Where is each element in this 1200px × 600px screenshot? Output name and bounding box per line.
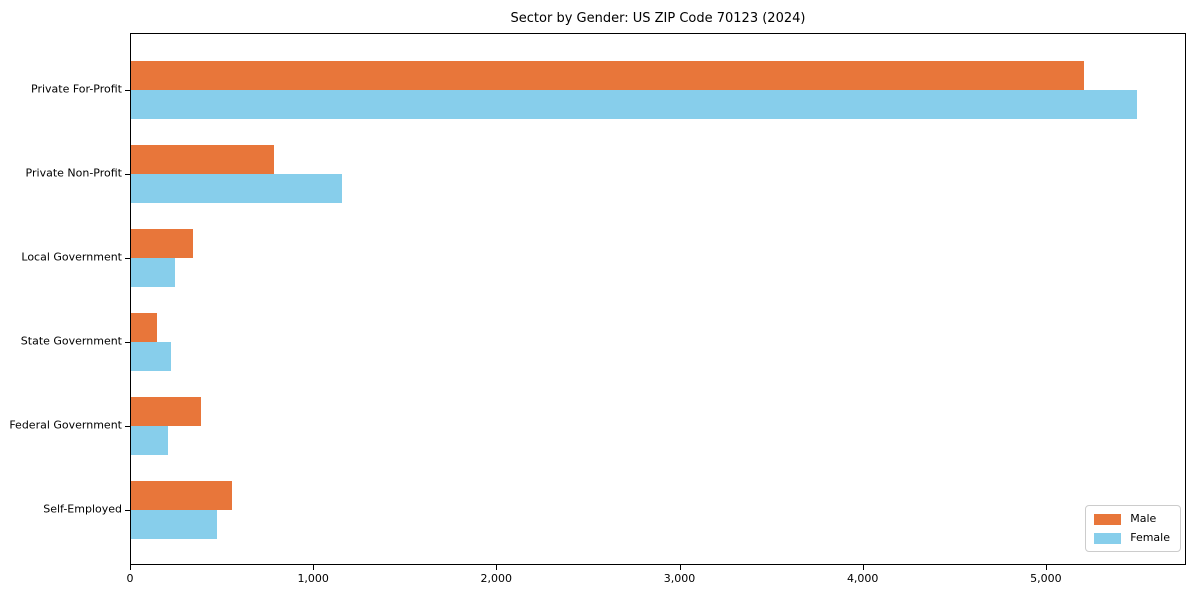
x-tick	[679, 565, 681, 570]
y-tick	[125, 90, 130, 91]
bar-female-federal-government	[131, 426, 168, 455]
bar-male-private-non-profit	[131, 145, 274, 174]
x-tick-label: 1,000	[297, 572, 329, 585]
chart-title: Sector by Gender: US ZIP Code 70123 (202…	[510, 11, 806, 26]
legend-label-female: Female	[1130, 531, 1170, 544]
bar-male-state-government	[131, 313, 157, 342]
legend-label-male: Male	[1130, 512, 1157, 525]
bar-male-private-for-profit	[131, 61, 1084, 90]
y-tick	[125, 510, 130, 511]
x-tick-label: 3,000	[663, 572, 696, 585]
y-axis-label-state-government: State Government	[20, 334, 122, 348]
y-tick	[125, 426, 130, 427]
x-tick-label: 0	[126, 572, 134, 585]
bar-male-self-employed	[131, 481, 232, 510]
bar-male-federal-government	[131, 397, 201, 426]
x-tick	[1045, 565, 1047, 570]
bar-female-self-employed	[131, 510, 218, 539]
legend: Male Female	[1085, 505, 1181, 552]
y-axis-label-federal-government: Federal Government	[9, 418, 122, 432]
legend-swatch-male	[1094, 513, 1122, 525]
x-tick-label: 2,000	[480, 572, 513, 585]
x-tick	[313, 565, 315, 570]
x-tick	[496, 565, 498, 570]
y-axis-label-self-employed: Self-Employed	[43, 502, 122, 516]
x-tick-label: 5,000	[1030, 572, 1062, 585]
legend-swatch-female	[1094, 532, 1122, 544]
y-axis-label-private-for-profit: Private For-Profit	[31, 82, 122, 96]
x-tick-label: 4,000	[846, 572, 879, 585]
x-tick	[130, 565, 131, 570]
bar-female-private-non-profit	[131, 174, 342, 203]
bar-female-state-government	[131, 342, 172, 371]
plot-area: Male Female	[125, 33, 1186, 565]
bar-female-private-for-profit	[131, 90, 1137, 119]
legend-entry-female: Female	[1094, 532, 1170, 544]
y-axis-label-local-government: Local Government	[21, 250, 122, 264]
x-tick	[862, 565, 864, 570]
y-tick	[125, 258, 130, 259]
legend-entry-male: Male	[1094, 513, 1170, 525]
y-axis-label-private-non-profit: Private Non-Profit	[25, 166, 122, 180]
y-tick	[125, 342, 130, 343]
y-tick	[125, 174, 130, 175]
bar-female-local-government	[131, 258, 175, 287]
bar-male-local-government	[131, 229, 194, 258]
